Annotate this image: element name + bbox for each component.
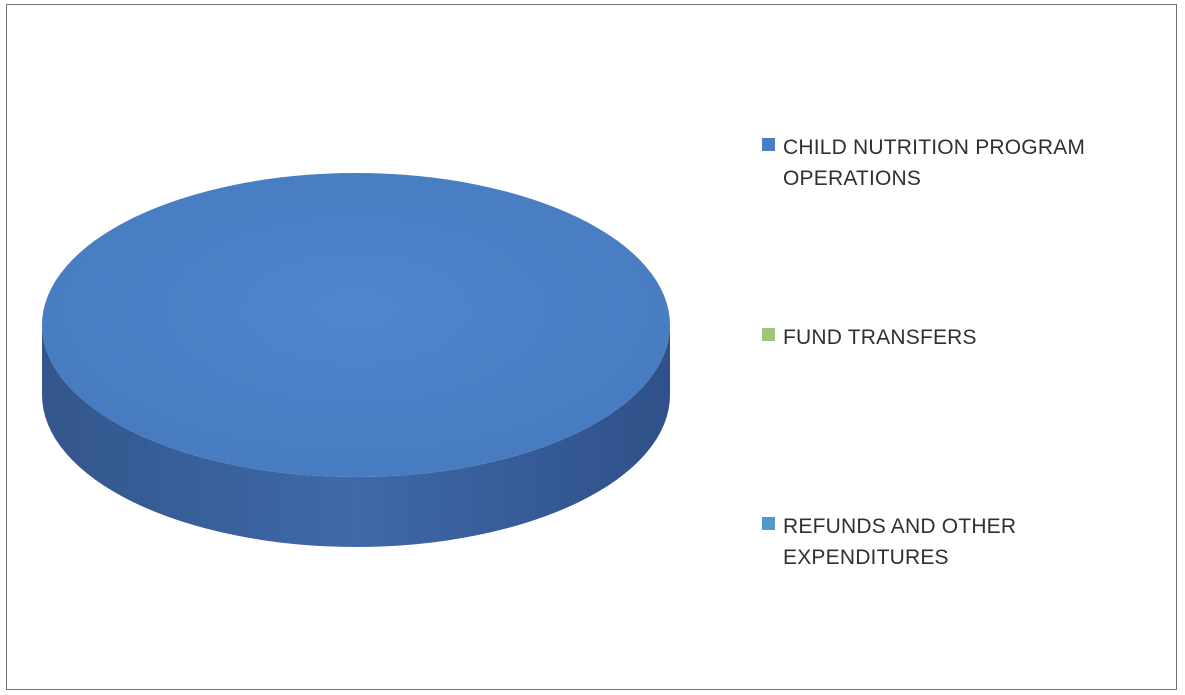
legend-item-refunds: REFUNDS AND OTHER EXPENDITURES [762, 511, 1123, 573]
legend-swatch-fund-transfers [762, 328, 775, 341]
legend-item-fund-transfers: FUND TRANSFERS [762, 322, 1123, 353]
legend-label-refunds: REFUNDS AND OTHER EXPENDITURES [783, 515, 1017, 569]
legend-label-fund-transfers: FUND TRANSFERS [783, 326, 977, 349]
legend-item-child-nutrition: CHILD NUTRITION PROGRAM OPERATIONS [762, 132, 1123, 194]
legend-swatch-child-nutrition [762, 138, 775, 151]
chart-legend: CHILD NUTRITION PROGRAM OPERATIONS FUND … [762, 0, 1162, 695]
pie-slice-child-nutrition-program-operations [42, 173, 670, 477]
legend-swatch-refunds [762, 517, 775, 530]
pie-slice-side-child-nutrition-program-operations [42, 325, 670, 547]
legend-label-child-nutrition: CHILD NUTRITION PROGRAM OPERATIONS [783, 136, 1086, 190]
